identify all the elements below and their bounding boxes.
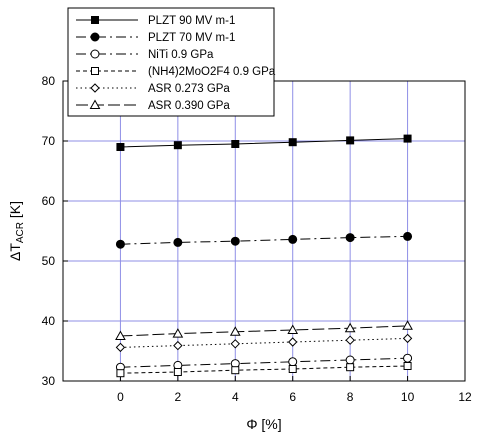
data-point [287,324,299,334]
data-point [402,333,413,344]
x-tick-label: 4 [232,390,239,404]
legend-marker [90,49,100,59]
data-point [231,366,240,375]
data-point [173,237,183,247]
legend-label: ASR 0.273 GPa [148,83,230,95]
y-axis-label-suffix: [K] [7,201,23,222]
x-tick-label: 2 [175,390,182,404]
x-tick-label: 8 [347,390,354,404]
legend-label: PLZT 70 MV m-1 [148,32,235,44]
data-point [402,320,413,330]
data-point [231,140,240,148]
y-tick-label: 80 [42,74,56,88]
data-point [116,369,125,378]
data-point [344,322,356,333]
y-tick-label: 60 [42,194,56,208]
data-point [288,234,298,244]
series-2 [115,353,413,372]
series-line [120,325,408,337]
x-axis-label: Φ [%] [246,416,281,432]
legend-item: ASR 0.390 GPa [76,99,230,112]
data-point [345,233,355,243]
legend-box [67,7,275,117]
data-point [230,339,240,349]
x-tick-label: 12 [458,390,472,404]
y-axis-label-prefix: ΔT [7,243,23,261]
legend-label: NiTi 0.9 GPa [148,49,214,61]
data-point [403,134,412,143]
legend-item: NiTi 0.9 GPa [76,49,214,61]
data-point [173,340,183,351]
series-line [120,365,408,374]
y-axis-ticks: 30 40 50 60 70 80 [42,74,68,388]
legend-label: ASR 0.390 GPa [148,100,230,112]
series-line [120,337,408,348]
legend-item: ASR 0.273 GPa [76,83,230,95]
data-point [173,368,182,376]
data-point [115,330,126,340]
series-line [120,235,408,245]
legend-marker [91,67,99,75]
y-tick-label: 40 [42,314,56,328]
legend-item: PLZT 90 MV m-1 [76,15,235,27]
series-1 [115,231,413,249]
legend-marker [90,32,100,42]
legend-label: (NH4)2MoO2F4 0.9 GPa [148,66,276,78]
data-point [345,335,355,345]
data-point [403,362,412,370]
data-point [345,355,355,365]
data-point [288,337,298,347]
data-point [346,136,355,145]
x-tick-label: 10 [401,390,415,404]
series-4 [115,333,413,353]
series-layer [115,134,413,378]
data-point [116,143,125,151]
series-line [120,138,408,148]
legend-marker [90,83,100,93]
legend-marker [91,16,99,24]
legend-label: PLZT 90 MV m-1 [148,15,235,27]
x-axis-ticks: 0 2 4 6 8 10 12 [117,376,472,404]
data-point [173,141,182,150]
legend-item: PLZT 70 MV m-1 [76,32,235,44]
data-point [288,138,297,147]
x-tick-label: 0 [117,390,124,404]
data-point [230,236,240,246]
series-line [120,357,408,368]
data-point [229,326,241,336]
data-point [115,239,125,249]
legend: PLZT 90 MV m-1 PLZT 70 MV m-1 NiTi 0.9 GPa… [67,7,276,117]
legend-item: (NH4)2MoO2F4 0.9 GPa [76,66,276,78]
y-tick-label: 70 [42,134,56,148]
data-point [346,363,355,372]
data-point [403,231,413,241]
data-point [288,357,298,367]
data-point [403,353,413,363]
data-point [115,342,126,353]
data-point [288,365,297,373]
y-axis-label: ΔTACR [K] [7,201,26,261]
y-tick-label: 50 [42,254,56,268]
data-point [172,328,184,338]
series-5 [115,320,413,340]
x-tick-label: 6 [289,390,296,404]
series-0 [116,134,412,151]
y-tick-label: 30 [42,374,56,388]
y-axis-label-subscript: ACR [15,222,26,243]
legend-marker [89,99,101,109]
series-3 [116,362,412,378]
